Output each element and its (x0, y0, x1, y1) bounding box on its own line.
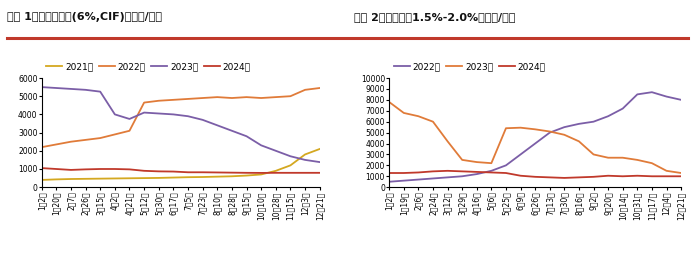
Text: 图表 1：锂辉石精矿(6%,CIF)（美元/吨）: 图表 1：锂辉石精矿(6%,CIF)（美元/吨） (7, 12, 162, 22)
Text: 图表 2：锂云母（1.5%-2.0%）（元/吨）: 图表 2：锂云母（1.5%-2.0%）（元/吨） (354, 12, 516, 22)
Legend: 2021年, 2022年, 2023年, 2024年: 2021年, 2022年, 2023年, 2024年 (46, 62, 250, 71)
Legend: 2022年, 2023年, 2024年: 2022年, 2023年, 2024年 (393, 62, 546, 71)
